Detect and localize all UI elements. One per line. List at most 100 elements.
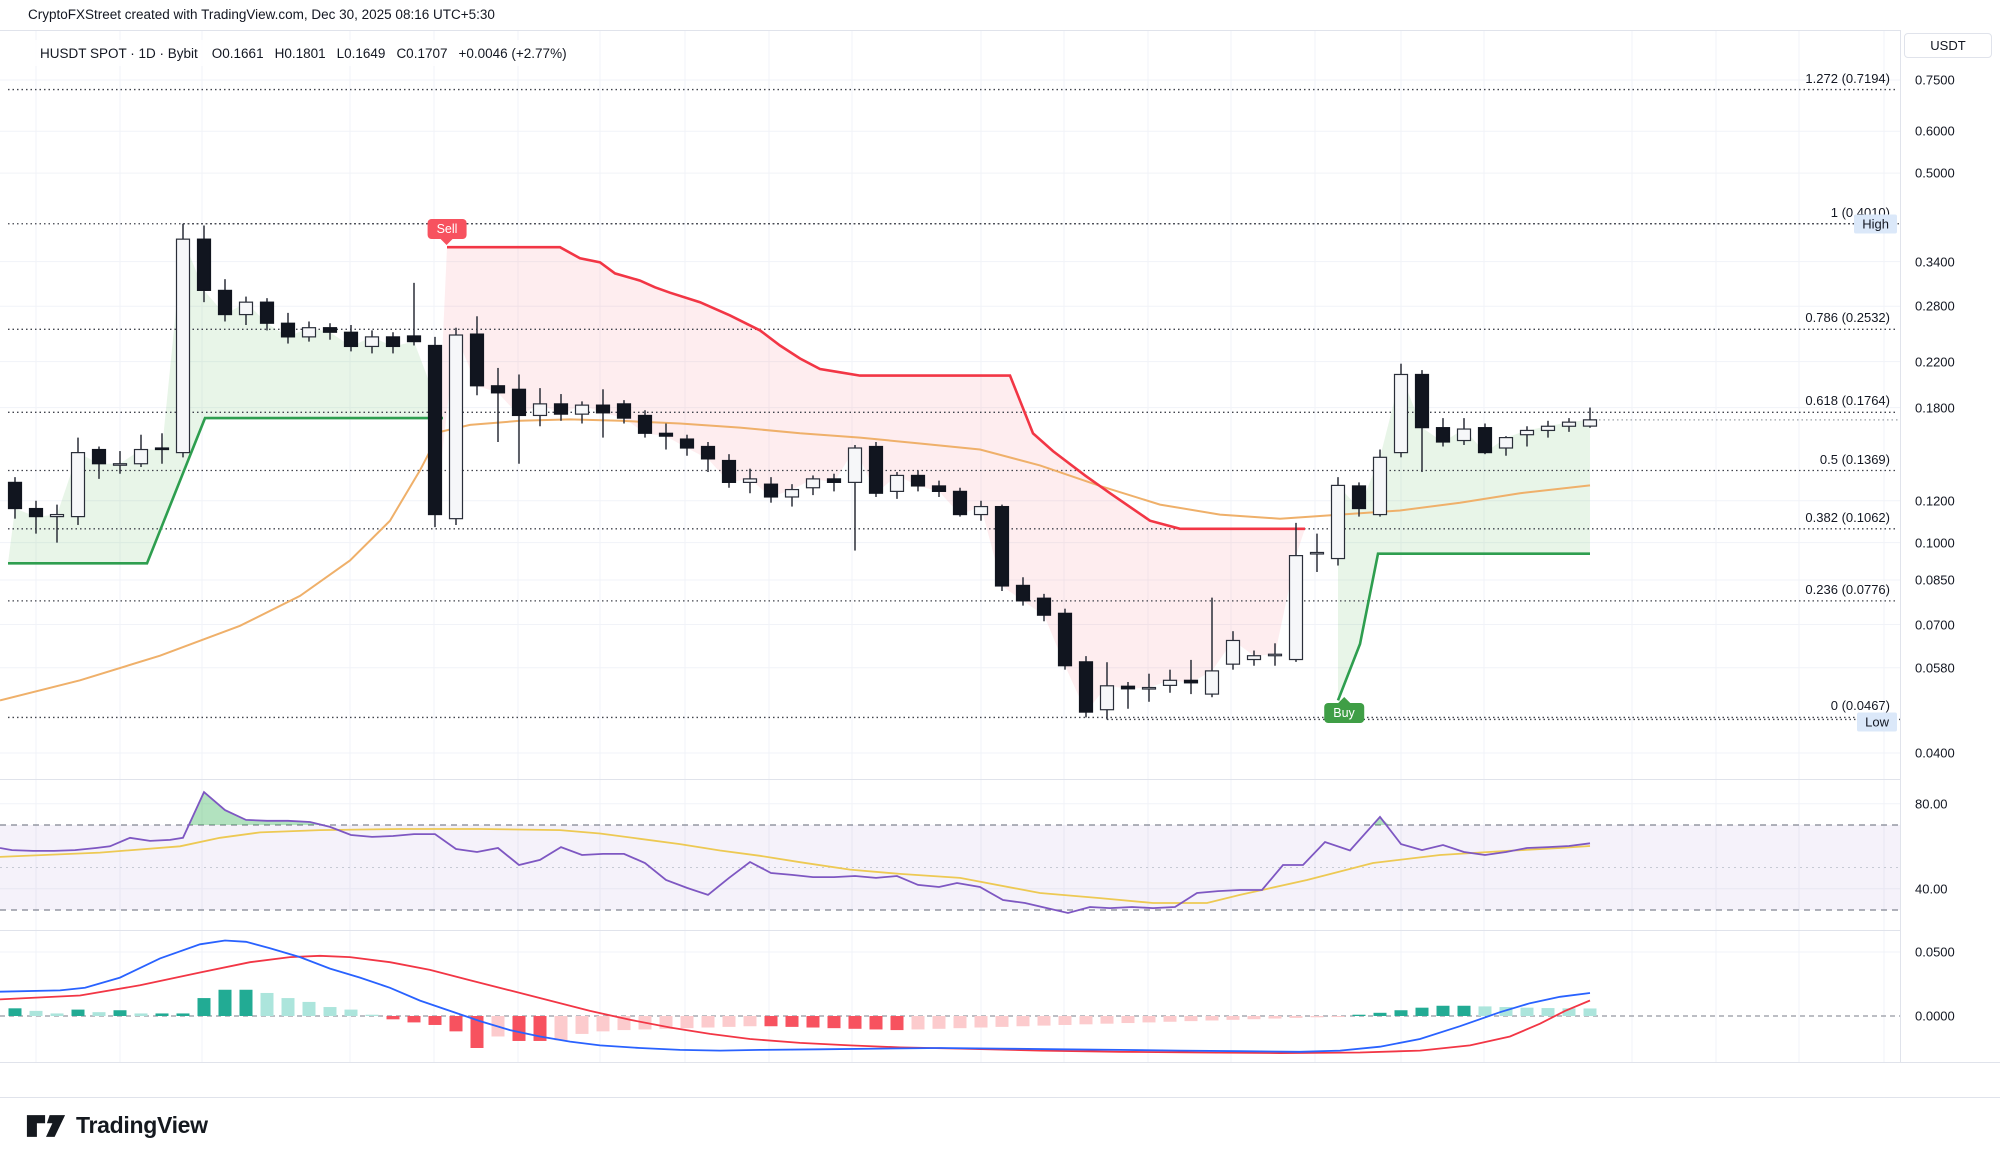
candle-body: [1057, 612, 1073, 667]
candle-body: [112, 463, 128, 466]
macd-histogram-bar: [1478, 1006, 1492, 1016]
candle-body: [1309, 551, 1325, 555]
macd-histogram-bar: [1289, 1016, 1303, 1018]
candle-body: [574, 404, 590, 415]
macd-histogram-bar: [113, 1010, 127, 1016]
candle-body: [448, 334, 464, 520]
candle-body: [1561, 421, 1577, 427]
fib-level-label: 0.786 (0.2532): [1805, 310, 1890, 326]
macd-histogram-bar: [1247, 1016, 1261, 1020]
macd-histogram-bar: [1499, 1007, 1513, 1016]
price-axis[interactable]: 0.7500 0.6000 0.5000 0.3400 0.2800 0.2200 0.18…: [1900, 30, 2000, 1062]
price-axis-currency[interactable]: USDT: [1904, 33, 1992, 58]
candle-body: [742, 478, 758, 483]
macd-histogram-bar: [701, 1016, 715, 1028]
buy-marker-tail: [1337, 697, 1350, 703]
ma-line: [0, 418, 1591, 702]
candle-body: [1435, 427, 1451, 443]
macd-histogram-bar: [1121, 1016, 1135, 1024]
macd-histogram-bar: [1016, 1016, 1030, 1027]
candle-body: [154, 447, 170, 451]
price-tick: 0.2800: [1915, 298, 1955, 314]
legend-symbol[interactable]: HUSDT SPOT · 1D · Bybit: [40, 45, 198, 61]
price-tick: 0.0850: [1915, 572, 1955, 588]
macd-histogram-bar: [449, 1016, 463, 1032]
macd-histogram-bar: [1184, 1016, 1198, 1022]
candle-body: [595, 404, 611, 414]
candle-body: [196, 238, 212, 291]
candle-body: [1393, 373, 1409, 454]
time-axis[interactable]: 172125Nov5913172125Dec591317212520265913: [0, 1062, 2000, 1098]
legend-ohlc-value: O0.1661: [211, 45, 264, 61]
candle-body: [1204, 670, 1220, 695]
macd-histogram-bar: [953, 1016, 967, 1029]
macd-histogram-bar: [785, 1016, 799, 1027]
fib-level-label: 1.272 (0.7194): [1805, 70, 1890, 86]
macd-histogram-bar: [1142, 1016, 1156, 1023]
macd-histogram-bar: [239, 989, 253, 1016]
candle-body: [259, 301, 275, 324]
macd-histogram-bar: [8, 1008, 22, 1016]
candle-body: [238, 301, 254, 316]
price-tick: 0.1000: [1915, 535, 1955, 551]
candle-body: [1498, 436, 1514, 449]
macd-tick: 0.0000: [1915, 1008, 1955, 1024]
macd-histogram-bar: [680, 1016, 694, 1029]
tradingview-logo-icon[interactable]: [26, 1113, 66, 1139]
legend-ohlc-value: C0.1707: [396, 45, 448, 61]
macd-histogram-bar: [365, 1014, 379, 1016]
fib-level-label: 0 (0.0467): [1830, 698, 1890, 714]
candle-body: [1351, 485, 1367, 510]
candle-body: [1099, 685, 1115, 711]
candle-body: [532, 403, 548, 417]
macd-histogram-bar: [1268, 1016, 1282, 1019]
macd-histogram-bar: [260, 992, 274, 1016]
macd-histogram-bar: [1310, 1016, 1324, 1018]
macd-histogram-bar: [932, 1016, 946, 1029]
macd-tick: 0.0500: [1915, 944, 1955, 960]
macd-histogram-bar: [155, 1013, 169, 1016]
candle-body: [1225, 639, 1241, 665]
legend-ohlc-value: L0.1649: [336, 45, 386, 61]
bull-trend-fill: [8, 239, 443, 564]
bull-trail-line: [1336, 552, 1590, 701]
price-tick: 0.2200: [1915, 354, 1955, 370]
candle-body: [1540, 425, 1556, 432]
candle-body: [1246, 655, 1262, 661]
macd-histogram-bar: [554, 1016, 568, 1041]
fib-level-label: 0.382 (0.1062): [1805, 509, 1890, 525]
candle-body: [868, 445, 884, 494]
candle-body: [1141, 686, 1157, 690]
macd-histogram-bar: [428, 1016, 442, 1025]
macd-histogram-bar: [1520, 1007, 1534, 1016]
macd-histogram-bar: [176, 1013, 190, 1016]
candle-body: [28, 507, 44, 518]
candle-body: [1372, 456, 1388, 516]
candle-body: [49, 513, 65, 518]
macd-histogram-bar: [1436, 1005, 1450, 1016]
macd-histogram-bar: [722, 1016, 736, 1027]
candle-body: [385, 336, 401, 348]
candle-body: [427, 344, 443, 516]
rsi-overbought-fill: [189, 792, 325, 825]
candle-body: [1183, 679, 1199, 684]
price-tick: 0.0400: [1915, 745, 1955, 761]
fib-level-label: 0.618 (0.1764): [1805, 393, 1890, 409]
tradingview-logo-text[interactable]: TradingView: [76, 1112, 208, 1138]
candle-body: [1015, 584, 1031, 602]
macd-histogram-bar: [197, 998, 211, 1016]
candle-body: [721, 459, 737, 483]
candle-body: [616, 403, 632, 419]
candle-body: [553, 403, 569, 415]
symbol-legend[interactable]: HUSDT SPOT · 1D · Bybit O0.1661 H0.1801 L0…: [30, 40, 588, 66]
macd-histogram-bar: [92, 1012, 106, 1016]
price-tick: 0.1200: [1915, 493, 1955, 509]
macd-histogram-bar: [1205, 1016, 1219, 1021]
macd-histogram-bar: [743, 1016, 757, 1027]
rsi-tick: 40.00: [1915, 881, 1948, 897]
price-tick: 0.6000: [1915, 123, 1955, 139]
macd-histogram-bar: [869, 1016, 883, 1030]
candle-body: [217, 289, 233, 316]
macd-histogram-bar: [848, 1016, 862, 1029]
